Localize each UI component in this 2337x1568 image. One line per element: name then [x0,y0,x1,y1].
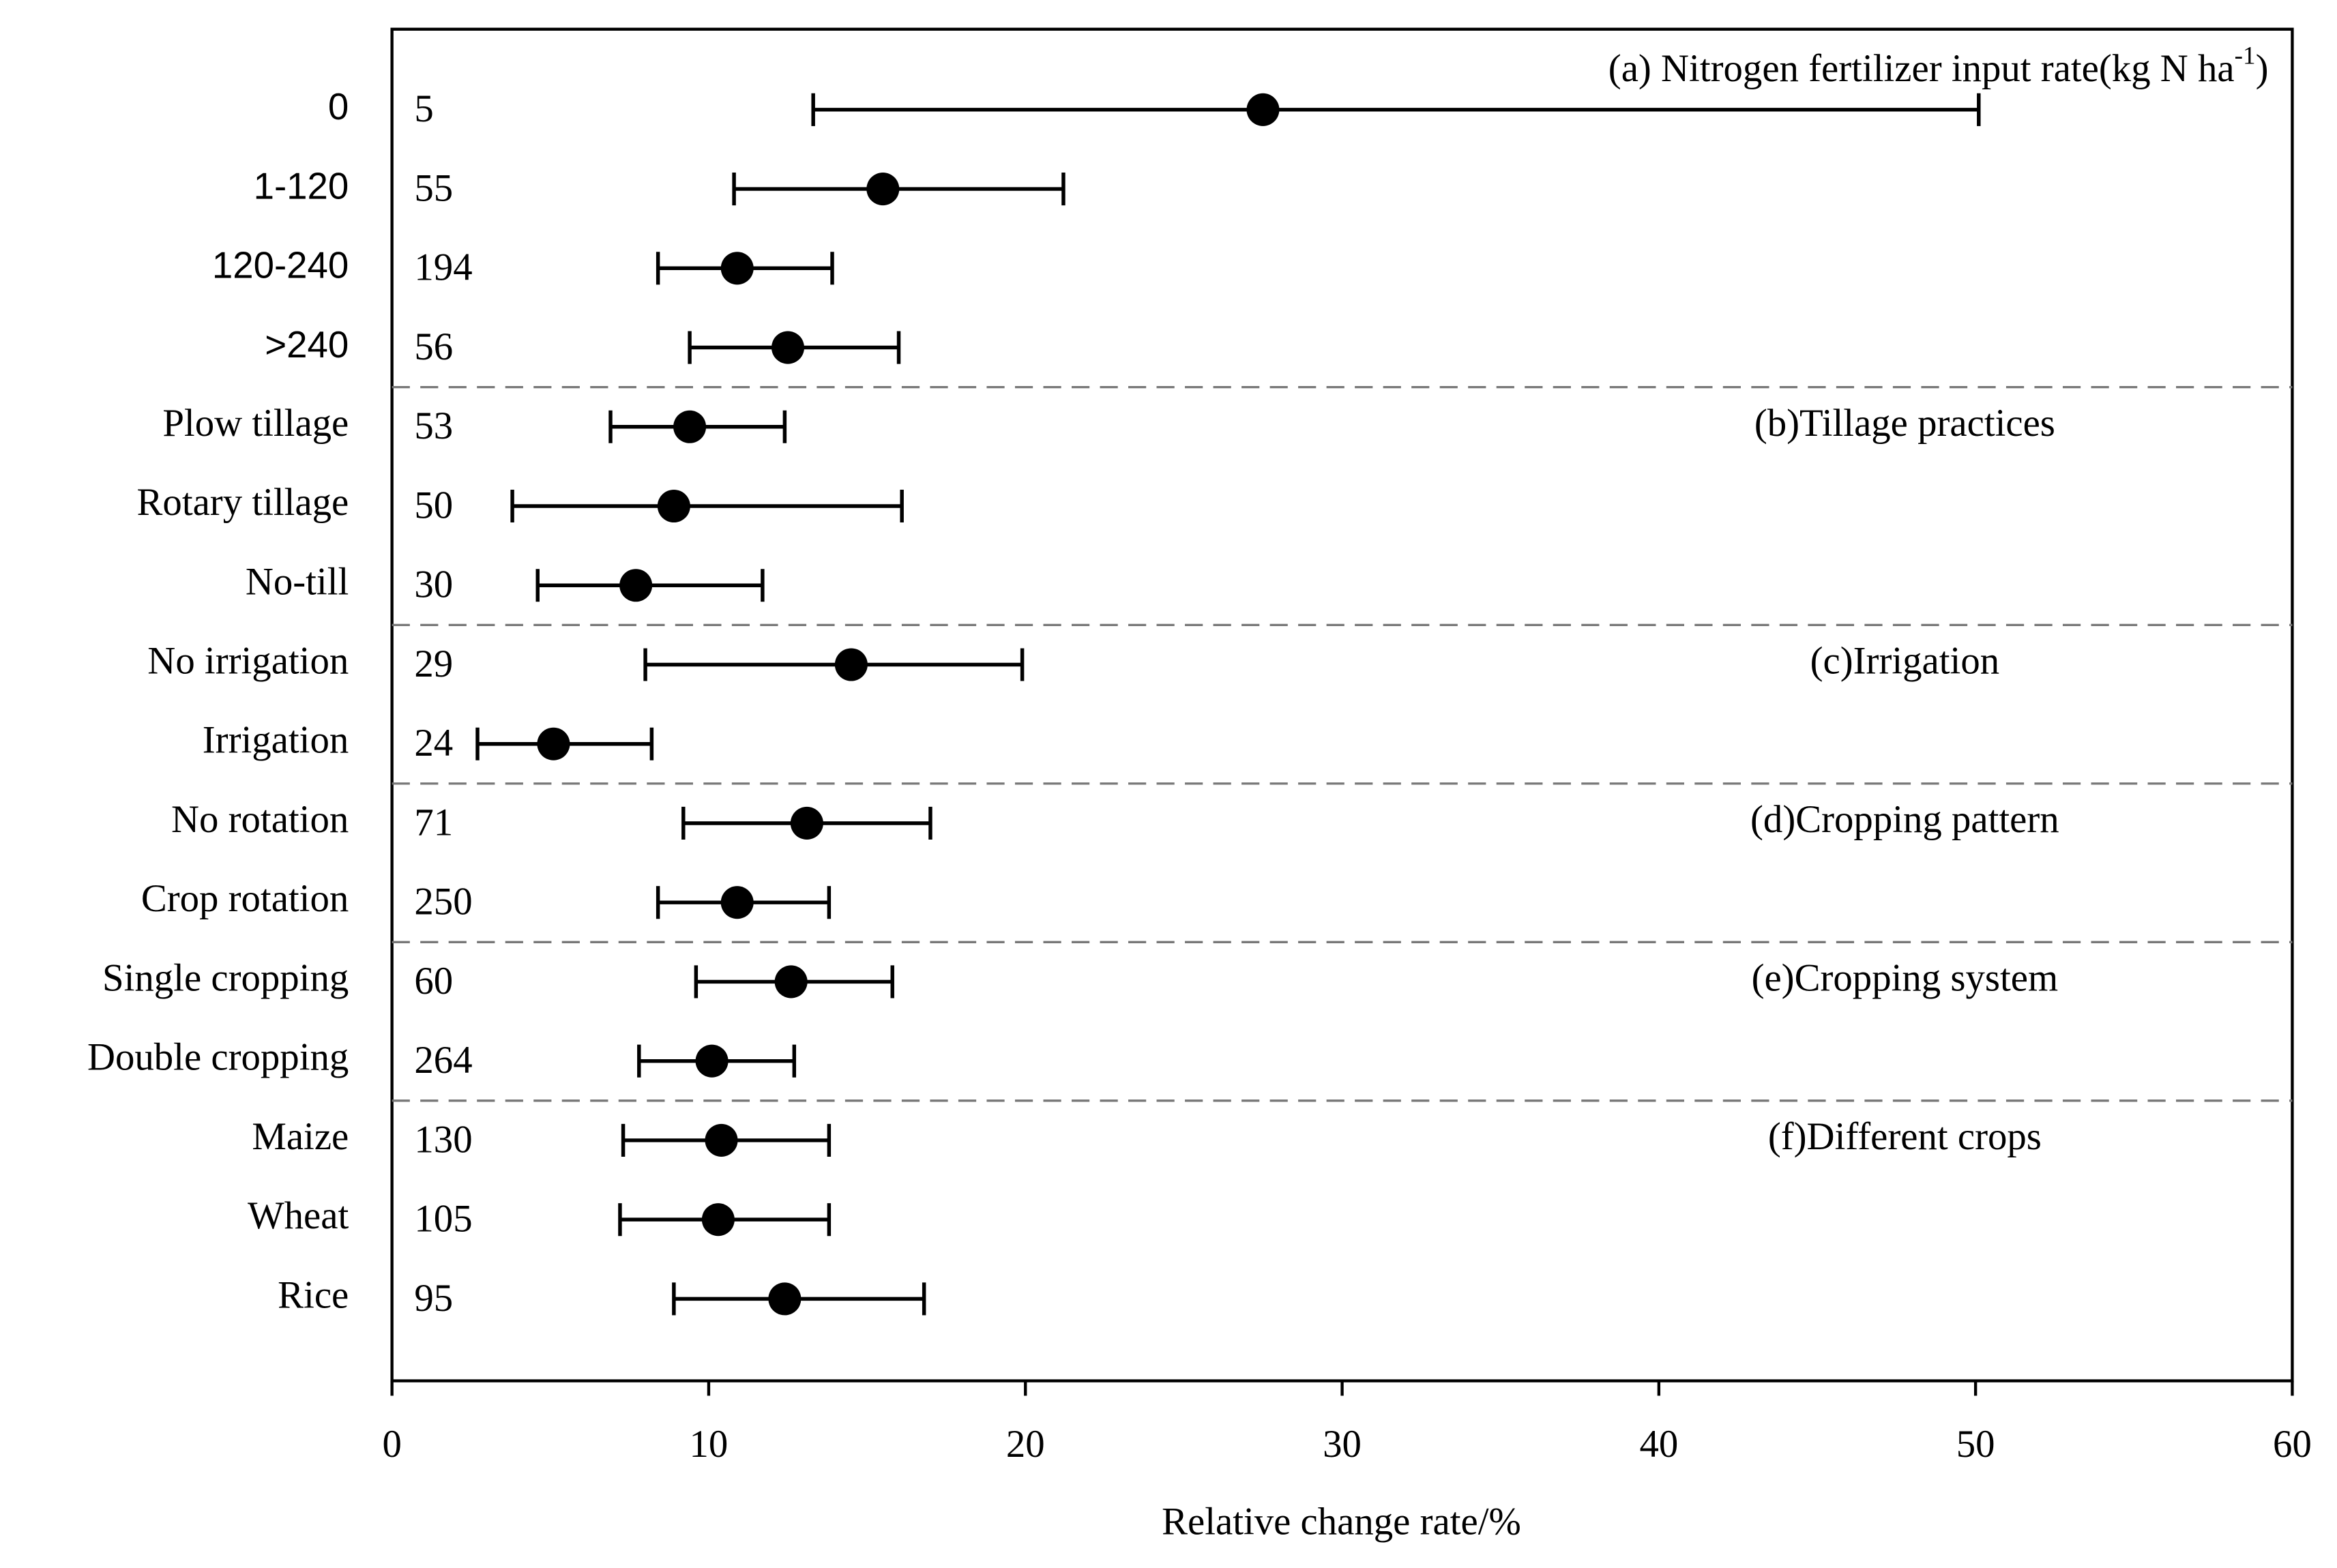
group-label: (d)Cropping pattern [1750,798,2059,841]
group-label-suffix: ) [2256,47,2269,90]
mean-point [790,806,823,840]
group-label: (f)Different crops [1768,1115,2042,1158]
x-tick-label: 10 [690,1423,729,1466]
y-tick-label: 0 [328,86,349,128]
y-tick-label: Crop rotation [141,877,349,920]
group-label: (b)Tillage practices [1754,402,2055,445]
mean-point [673,410,707,443]
mean-point [695,1044,729,1078]
n-label: 53 [414,404,453,447]
group-label-text: (a) Nitrogen fertilizer input rate(kg N … [1608,47,2235,90]
n-label: 250 [414,881,472,923]
mean-point [619,569,653,602]
mean-point [1246,93,1280,126]
n-label: 50 [414,484,453,527]
n-label: 105 [414,1198,472,1241]
n-label: 60 [414,960,453,1003]
y-tick-label: Rice [278,1273,349,1316]
y-tick-label: No rotation [171,798,349,841]
x-tick-label: 30 [1323,1423,1362,1466]
group-label: (e)Cropping system [1752,956,2059,999]
n-label: 264 [414,1039,472,1082]
x-axis-title: Relative change rate/% [1162,1500,1521,1543]
y-tick-label: Single cropping [102,956,349,999]
n-label: 95 [414,1277,453,1320]
y-tick-label: Double cropping [87,1036,349,1079]
mean-point [771,331,805,364]
n-label: 30 [414,563,453,606]
x-tick-label: 60 [2273,1423,2312,1466]
n-label: 29 [414,642,453,685]
mean-point [537,727,570,760]
group-label: (c)Irrigation [1810,640,2000,683]
mean-point [705,1123,738,1157]
y-tick-label: Rotary tillage [137,481,349,524]
mean-point [720,252,754,285]
y-tick-label: Irrigation [203,719,349,762]
n-label: 5 [414,87,433,130]
x-tick-label: 40 [1639,1423,1678,1466]
mean-point [768,1282,802,1316]
y-tick-label: Wheat [248,1194,349,1237]
x-tick-label: 50 [1956,1423,1995,1466]
y-tick-label: No-till [246,560,349,603]
mean-point [720,886,754,919]
plot-frame [390,27,2294,1382]
n-label: 194 [414,246,472,289]
mean-point [701,1203,735,1237]
group-label: (a) Nitrogen fertilizer input rate(kg N … [1608,42,2269,90]
n-label: 24 [414,722,453,765]
y-tick-label: Plow tillage [162,402,349,445]
y-tick-label: 1-120 [254,165,349,207]
mean-point [834,648,868,681]
n-label: 71 [414,801,453,844]
y-tick-label: Maize [252,1115,349,1158]
y-tick-label: No irrigation [147,640,349,683]
x-tick-label: 20 [1006,1423,1045,1466]
x-tick-label: 0 [382,1423,401,1466]
n-label: 130 [414,1118,472,1161]
y-tick-label: 120-240 [212,245,349,286]
n-label: 56 [414,325,453,368]
mean-point [657,489,690,523]
mean-point [866,173,900,206]
y-tick-label: >240 [265,324,349,366]
mean-point [774,965,808,999]
group-label-superscript: -1 [2235,42,2256,70]
n-label: 55 [414,166,453,209]
